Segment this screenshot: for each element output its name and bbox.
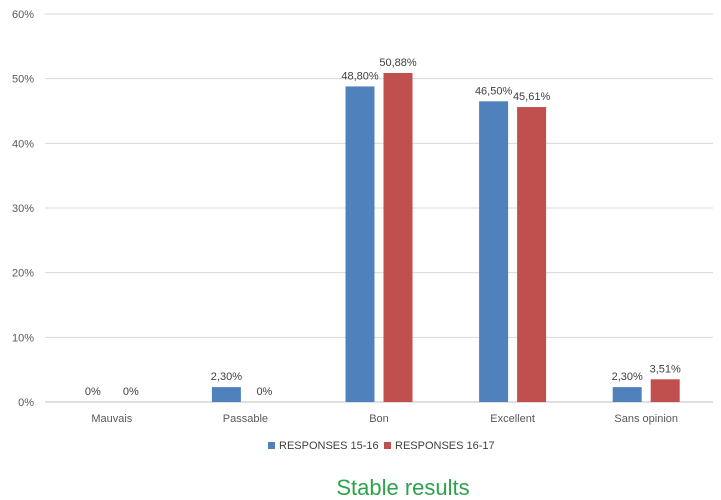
bars [211, 72, 680, 403]
y-tick-label: 20% [12, 268, 34, 280]
x-tick-label: Passable [223, 413, 268, 425]
y-tick-label: 10% [12, 332, 34, 344]
bar-responses-15-16 [612, 387, 642, 402]
bar-responses-16-17 [650, 379, 680, 402]
gridlines [45, 13, 713, 403]
y-tick-label: 0% [18, 397, 34, 409]
bar-data-label: 3,51% [650, 363, 681, 375]
bar-data-label: 45,61% [513, 91, 551, 103]
bar-data-label: 0% [256, 386, 272, 398]
chart-caption: Stable results [336, 475, 469, 500]
x-tick-label: Bon [369, 413, 389, 425]
y-tick-label: 50% [12, 74, 34, 86]
bar-data-label: 46,50% [475, 85, 513, 97]
bar-data-label: 0% [85, 386, 101, 398]
bar-data-label: 2,30% [211, 371, 242, 383]
x-axis-ticks: Mauvais Passable Bon Excellent Sans opinion [91, 413, 678, 425]
y-tick-label: 40% [12, 138, 34, 150]
legend: RESPONSES 15-16 RESPONSES 16-17 [268, 440, 495, 452]
x-tick-label: Mauvais [91, 413, 132, 425]
legend-item-responses-15-16: RESPONSES 15-16 [268, 440, 379, 452]
x-tick-label: Sans opinion [614, 413, 678, 425]
y-tick-label: 60% [12, 9, 34, 21]
bar-responses-15-16 [345, 86, 375, 402]
x-tick-label: Excellent [490, 413, 535, 425]
bar-data-label: 48,80% [341, 70, 379, 82]
legend-label: RESPONSES 15-16 [279, 440, 379, 452]
y-tick-label: 30% [12, 203, 34, 215]
legend-item-responses-16-17: RESPONSES 16-17 [384, 440, 495, 452]
legend-label: RESPONSES 16-17 [395, 440, 495, 452]
bar-responses-15-16 [479, 101, 509, 403]
bar-responses-15-16 [211, 387, 241, 402]
bar-data-label: 0% [123, 386, 139, 398]
bar-data-label: 2,30% [612, 371, 643, 383]
bar-data-label: 50,88% [379, 57, 417, 69]
data-labels: 0% 0% 2,30% 0% 48,80%50,88% 46,50% 45,61% 2,30%… [85, 57, 681, 398]
bar-responses-16-17 [383, 72, 413, 402]
legend-swatch [384, 442, 391, 449]
bar-responses-16-17 [517, 107, 547, 403]
y-axis-ticks: 0% 10% 20% 30% 40% 50% 60% [12, 9, 34, 409]
legend-swatch [268, 442, 275, 449]
